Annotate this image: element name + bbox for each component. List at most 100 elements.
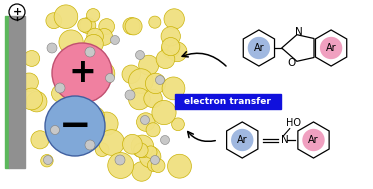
Circle shape <box>125 18 142 35</box>
Circle shape <box>108 153 134 178</box>
Circle shape <box>231 129 253 151</box>
Circle shape <box>134 143 148 157</box>
Text: +: + <box>68 57 96 90</box>
Circle shape <box>26 91 47 112</box>
Circle shape <box>44 156 53 164</box>
Circle shape <box>56 100 70 114</box>
Polygon shape <box>227 122 258 158</box>
Circle shape <box>122 65 140 84</box>
Text: Ar: Ar <box>237 135 248 145</box>
Bar <box>5 16 9 168</box>
Text: −: − <box>59 107 91 145</box>
Circle shape <box>147 159 160 172</box>
Circle shape <box>132 162 151 181</box>
Circle shape <box>20 73 38 91</box>
Circle shape <box>24 50 40 66</box>
Circle shape <box>80 18 96 34</box>
Circle shape <box>72 56 86 70</box>
Polygon shape <box>298 122 329 158</box>
Text: O: O <box>287 58 295 68</box>
Circle shape <box>164 9 184 29</box>
Circle shape <box>141 115 150 125</box>
Circle shape <box>320 37 342 59</box>
Circle shape <box>139 55 159 75</box>
Circle shape <box>51 85 69 102</box>
Circle shape <box>47 43 57 53</box>
Circle shape <box>123 134 142 154</box>
Text: Ar: Ar <box>254 43 264 53</box>
Circle shape <box>152 100 176 125</box>
Text: N: N <box>295 27 303 37</box>
Circle shape <box>99 130 125 155</box>
Circle shape <box>145 146 157 158</box>
Circle shape <box>41 154 53 167</box>
Circle shape <box>146 123 160 137</box>
Circle shape <box>82 75 104 98</box>
Circle shape <box>125 90 135 100</box>
Circle shape <box>110 36 119 44</box>
Circle shape <box>78 18 92 32</box>
Circle shape <box>162 37 180 56</box>
Text: +: + <box>12 7 22 17</box>
Circle shape <box>85 140 95 150</box>
Circle shape <box>129 69 153 93</box>
Polygon shape <box>316 30 347 66</box>
Circle shape <box>52 43 112 103</box>
Circle shape <box>69 102 84 117</box>
Circle shape <box>95 112 118 135</box>
Circle shape <box>144 89 162 108</box>
Circle shape <box>150 156 160 164</box>
Circle shape <box>162 40 180 58</box>
Circle shape <box>162 77 185 100</box>
FancyBboxPatch shape <box>175 94 280 108</box>
Circle shape <box>55 83 65 93</box>
Circle shape <box>57 114 71 127</box>
Text: electron transfer: electron transfer <box>184 97 271 105</box>
Circle shape <box>151 159 165 173</box>
Text: Ar: Ar <box>308 135 319 145</box>
Circle shape <box>140 146 161 168</box>
Bar <box>9 16 25 168</box>
Circle shape <box>87 28 103 45</box>
Circle shape <box>129 88 150 110</box>
Circle shape <box>167 42 187 62</box>
Circle shape <box>21 88 43 110</box>
Circle shape <box>50 125 60 135</box>
Circle shape <box>95 143 109 156</box>
Text: HO: HO <box>286 118 301 128</box>
Circle shape <box>172 118 184 131</box>
Circle shape <box>65 78 88 100</box>
Circle shape <box>31 131 49 149</box>
Polygon shape <box>243 30 275 66</box>
Circle shape <box>47 125 65 143</box>
Circle shape <box>137 113 155 131</box>
Circle shape <box>145 73 166 94</box>
Circle shape <box>87 9 100 22</box>
Circle shape <box>123 18 140 35</box>
Circle shape <box>156 50 175 69</box>
Circle shape <box>131 135 154 158</box>
Circle shape <box>302 129 325 151</box>
Circle shape <box>135 50 144 60</box>
Text: N: N <box>281 135 289 145</box>
Polygon shape <box>282 35 314 61</box>
Text: Ar: Ar <box>326 43 336 53</box>
Circle shape <box>59 30 83 54</box>
Circle shape <box>161 27 181 46</box>
Circle shape <box>46 13 62 29</box>
Circle shape <box>156 75 164 84</box>
Circle shape <box>248 37 270 59</box>
Circle shape <box>167 154 191 178</box>
Circle shape <box>160 136 169 145</box>
Circle shape <box>85 47 95 57</box>
Circle shape <box>91 62 115 85</box>
Circle shape <box>115 155 125 165</box>
Circle shape <box>99 19 115 34</box>
Circle shape <box>45 96 105 156</box>
Circle shape <box>63 79 80 96</box>
Circle shape <box>149 16 161 28</box>
Circle shape <box>54 5 78 29</box>
Circle shape <box>85 107 104 126</box>
Circle shape <box>106 74 115 83</box>
Circle shape <box>84 34 103 54</box>
